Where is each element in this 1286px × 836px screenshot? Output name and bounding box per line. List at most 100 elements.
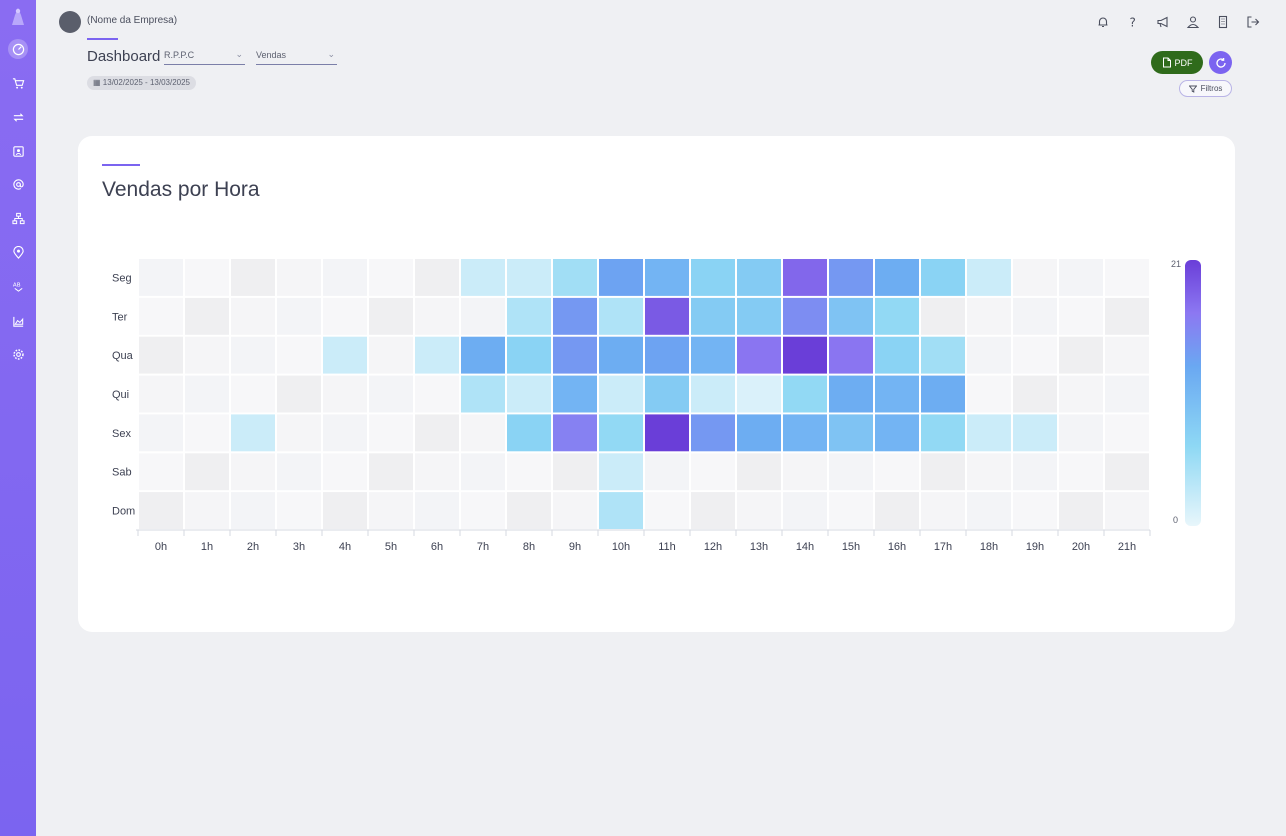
heatmap-cell — [461, 375, 505, 413]
heatmap-cell — [185, 259, 229, 296]
heatmap-cell — [461, 414, 505, 452]
heatmap-cell — [645, 375, 689, 413]
svg-text:AB: AB — [12, 282, 20, 288]
heatmap-cell — [185, 492, 229, 529]
heatmap-cell — [231, 259, 275, 296]
heatmap-cell — [599, 453, 643, 491]
heatmap-cell — [967, 414, 1011, 452]
heatmap-cell — [967, 259, 1011, 296]
company-name: (Nome da Empresa) — [87, 15, 178, 26]
y-axis-label: Qua — [112, 350, 134, 362]
filter-icon — [1188, 85, 1197, 93]
heatmap-cell — [599, 297, 643, 335]
heatmap-cell — [691, 375, 735, 413]
company-avatar[interactable] — [59, 11, 81, 33]
heatmap-cell — [599, 259, 643, 296]
at-icon[interactable] — [8, 174, 28, 194]
store-select[interactable]: R.P.P.C ⌄ — [164, 48, 245, 65]
heatmap-cell — [691, 492, 735, 529]
heatmap-cell — [875, 336, 919, 374]
heatmap-cell — [1013, 414, 1057, 452]
y-axis-label: Qui — [112, 389, 129, 401]
heatmap-cell — [691, 336, 735, 374]
date-range-badge[interactable]: ▦ 13/02/2025 - 13/03/2025 — [87, 76, 196, 90]
heatmap-cell — [1059, 453, 1103, 491]
heatmap-cell — [277, 297, 321, 335]
heatmap-cell — [323, 453, 367, 491]
heatmap-cell — [645, 453, 689, 491]
y-axis-label: Sab — [112, 467, 132, 479]
heatmap-cell — [553, 492, 597, 529]
settings-icon[interactable] — [8, 344, 28, 364]
dashboard-icon[interactable] — [8, 39, 28, 59]
location-icon[interactable] — [8, 242, 28, 262]
megaphone-icon[interactable] — [1148, 13, 1178, 31]
svg-text:?: ? — [1130, 16, 1136, 30]
heatmap-cell — [369, 336, 413, 374]
heatmap-cell — [875, 492, 919, 529]
store-select-value: R.P.P.C — [164, 50, 195, 60]
heatmap-cell — [231, 453, 275, 491]
user-icon[interactable] — [1178, 13, 1208, 31]
heatmap-cell — [783, 414, 827, 452]
heatmap-cell — [1059, 336, 1103, 374]
x-axis-label: 0h — [155, 541, 167, 553]
heatmap-cell — [553, 259, 597, 296]
building-icon[interactable] — [1208, 13, 1238, 31]
cart-icon[interactable] — [8, 73, 28, 93]
heatmap-cell — [553, 297, 597, 335]
top-toolbar: ? — [1088, 13, 1268, 31]
network-icon[interactable] — [8, 208, 28, 228]
x-axis-label: 6h — [431, 541, 443, 553]
x-axis-label: 3h — [293, 541, 305, 553]
heatmap-cell — [1013, 453, 1057, 491]
logout-icon[interactable] — [1238, 13, 1268, 31]
heatmap-cell — [507, 336, 551, 374]
exchange-icon[interactable] — [8, 107, 28, 127]
heatmap-cell — [415, 492, 459, 529]
heatmap-cell — [1059, 259, 1103, 296]
x-axis-label: 4h — [339, 541, 351, 553]
heatmap-cell — [507, 297, 551, 335]
heatmap-cell — [645, 492, 689, 529]
heatmap-cell — [139, 259, 183, 296]
heatmap-cell — [599, 336, 643, 374]
pdf-export-button[interactable]: PDF — [1151, 51, 1203, 74]
heatmap-cell — [1105, 414, 1149, 452]
heatmap-cell — [1059, 414, 1103, 452]
heatmap-cell — [185, 375, 229, 413]
heatmap-cell — [553, 453, 597, 491]
bell-icon[interactable] — [1088, 13, 1118, 31]
heatmap-cell — [829, 297, 873, 335]
heatmap-cell — [783, 453, 827, 491]
filters-button[interactable]: Filtros — [1179, 80, 1232, 97]
heatmap-cell — [1105, 336, 1149, 374]
heatmap-cell — [507, 492, 551, 529]
heatmap-cell — [553, 336, 597, 374]
color-scale-bar — [1185, 260, 1201, 526]
heatmap-cell — [461, 297, 505, 335]
heatmap-cell — [967, 336, 1011, 374]
heatmap-cell — [1105, 259, 1149, 296]
x-axis-label: 2h — [247, 541, 259, 553]
heatmap-cell — [875, 453, 919, 491]
refresh-button[interactable] — [1209, 51, 1232, 74]
heatmap-cell — [369, 453, 413, 491]
ab-test-icon[interactable]: AB — [8, 276, 28, 296]
heatmap-cell — [461, 336, 505, 374]
contacts-icon[interactable] — [8, 141, 28, 161]
x-axis-label: 15h — [842, 541, 860, 553]
heatmap-cell — [415, 453, 459, 491]
x-axis-label: 9h — [569, 541, 581, 553]
heatmap-cell — [1105, 297, 1149, 335]
heatmap-cell — [461, 259, 505, 296]
metric-select[interactable]: Vendas ⌄ — [256, 48, 337, 65]
heatmap-cell — [829, 453, 873, 491]
x-axis-label: 17h — [934, 541, 952, 553]
heatmap-cell — [231, 375, 275, 413]
date-range-text: 13/02/2025 - 13/03/2025 — [102, 78, 190, 87]
help-icon[interactable]: ? — [1118, 13, 1148, 31]
x-axis-label: 7h — [477, 541, 489, 553]
heatmap-cell — [369, 414, 413, 452]
chart-area-icon[interactable] — [8, 311, 28, 331]
